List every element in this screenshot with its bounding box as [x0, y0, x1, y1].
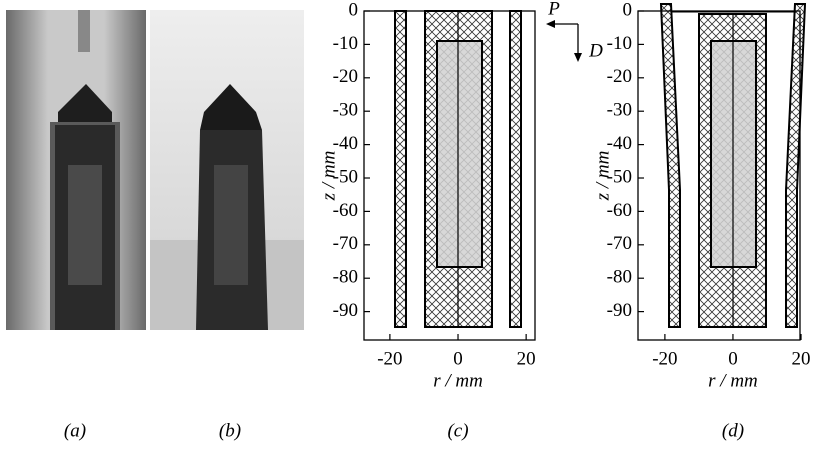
direction-arrows [546, 20, 582, 62]
schematic-d [661, 4, 805, 327]
x-axis-label: r / mm [433, 370, 483, 391]
x-tick-label: 0 [453, 348, 463, 369]
arrow-label-p: P [547, 0, 560, 19]
panel-caption: (a) [64, 420, 86, 441]
y-tick-label: -90 [333, 300, 358, 321]
y-tick-label: -80 [333, 267, 358, 288]
figure: P D (a)(b)(c)-200200-10-20-30-40-50-60-7… [0, 0, 814, 448]
arrow-label-d: D [588, 40, 603, 61]
y-tick-label: -10 [607, 33, 632, 54]
y-tick-label: -70 [333, 233, 358, 254]
y-tick-label: 0 [623, 0, 633, 20]
y-tick-label: -70 [607, 233, 632, 254]
photo-b [150, 10, 304, 330]
x-tick-label: -20 [377, 348, 402, 369]
x-tick-label: 20 [792, 348, 811, 369]
y-tick-label: -60 [607, 200, 632, 221]
x-tick-label: 0 [728, 348, 738, 369]
y-axis-label: z / mm [318, 151, 339, 202]
panel-caption: (c) [447, 420, 468, 441]
schematic-c [395, 11, 521, 327]
y-tick-label: -30 [333, 100, 358, 121]
photo-a [6, 10, 146, 330]
panel-caption: (d) [722, 420, 744, 441]
x-tick-label: 20 [517, 348, 536, 369]
y-tick-label: -20 [333, 66, 358, 87]
x-tick-label: -20 [652, 348, 677, 369]
y-tick-label: -20 [607, 66, 632, 87]
y-tick-label: -60 [333, 200, 358, 221]
y-tick-label: -80 [607, 267, 632, 288]
y-axis-label: z / mm [592, 151, 613, 202]
panel-caption: (b) [219, 420, 241, 441]
y-tick-label: 0 [349, 0, 359, 20]
y-tick-label: -10 [333, 33, 358, 54]
y-tick-label: -30 [607, 100, 632, 121]
y-tick-label: -90 [607, 300, 632, 321]
x-axis-label: r / mm [708, 370, 758, 391]
